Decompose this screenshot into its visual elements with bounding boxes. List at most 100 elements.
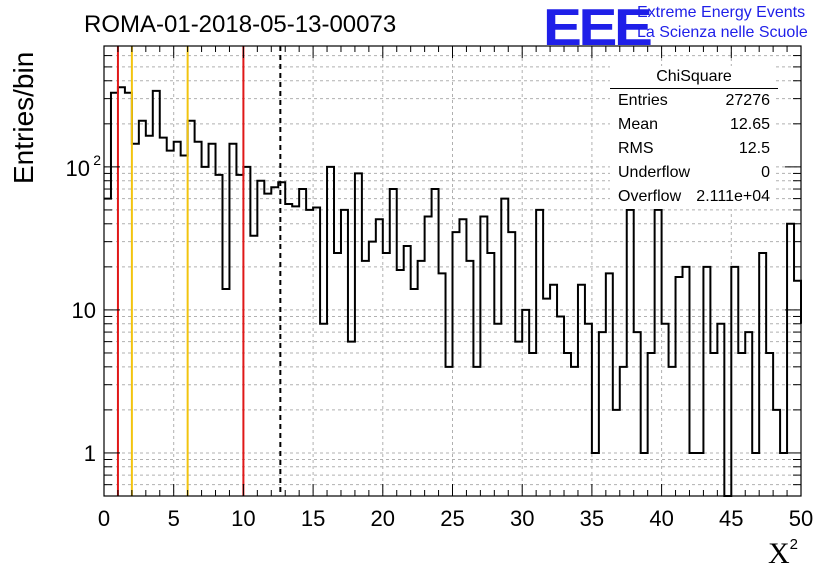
stats-value: 27276: [725, 92, 771, 109]
histogram-bin: [494, 324, 501, 496]
eee-logo: EEE: [543, 0, 653, 57]
y-tick-label: 10: [66, 156, 90, 181]
histogram-bin: [550, 285, 557, 496]
histogram-bin: [703, 267, 710, 496]
y-axis-label: Entries/bin: [8, 51, 39, 184]
histogram-bin: [362, 261, 369, 496]
histogram-bin: [696, 453, 703, 496]
axis-ticks: [103, 45, 802, 497]
histogram-bin: [766, 353, 773, 496]
histogram-bin: [390, 189, 397, 496]
histogram-bin: [446, 367, 453, 496]
stats-value: 0: [761, 164, 770, 181]
histogram-bin: [606, 273, 613, 496]
histogram-bin: [655, 210, 662, 496]
stats-value: 12.5: [738, 140, 770, 157]
stats-label: Underflow: [618, 164, 691, 181]
histogram-bin: [236, 175, 243, 496]
histogram-bin: [369, 242, 376, 496]
histogram-bin: [627, 210, 634, 496]
histogram-bin: [355, 173, 362, 496]
x-tick-label: 40: [649, 506, 673, 531]
histogram-bin: [397, 270, 404, 496]
stats-value: 12.65: [729, 116, 770, 133]
histogram-bin: [243, 167, 250, 496]
chart-title: ROMA-01-2018-05-13-00073: [84, 11, 397, 38]
x-tick-label: 10: [231, 506, 255, 531]
histogram-bin: [299, 189, 306, 496]
histogram-bin: [383, 253, 390, 496]
stats-box: ChiSquare Entries 27276 Mean 12.65 RMS 1…: [610, 66, 778, 209]
x-tick-label: 30: [510, 506, 534, 531]
histogram-bin: [620, 367, 627, 496]
brand-line-1: Extreme Energy Events: [637, 4, 806, 21]
histogram-bin: [648, 353, 655, 496]
histogram-bin: [125, 93, 132, 496]
x-tick-label: 35: [580, 506, 604, 531]
stats-row-mean: Mean 12.65: [610, 113, 776, 137]
stats-box-name: ChiSquare: [610, 66, 778, 89]
histogram-bin: [271, 187, 278, 496]
histogram-bin: [522, 310, 529, 496]
histogram-bin: [320, 324, 327, 496]
histogram-bin: [466, 261, 473, 496]
histogram-bin: [787, 224, 794, 496]
histogram-bin: [773, 410, 780, 496]
stats-value: 2.111e+04: [696, 188, 770, 205]
histogram-bin: [578, 285, 585, 496]
histogram-bin: [404, 246, 411, 496]
stats-label: Overflow: [618, 188, 682, 205]
y-tick-label-exponent: 2: [93, 152, 101, 168]
histogram-bin: [459, 219, 466, 496]
histogram-bin: [376, 219, 383, 496]
histogram-bin: [285, 204, 292, 496]
marker-lines: [116, 46, 282, 496]
histogram-bars: [104, 86, 802, 497]
histogram-bin: [669, 367, 676, 496]
histogram-bin: [146, 136, 153, 496]
histogram-bin: [564, 353, 571, 496]
histogram-bin: [292, 206, 299, 496]
histogram-bin: [327, 167, 334, 496]
histogram-bin: [529, 353, 536, 496]
histogram-bin: [592, 453, 599, 496]
histogram-bin: [139, 121, 146, 496]
histogram-bin: [181, 156, 188, 496]
histogram-bin: [167, 151, 174, 496]
histogram-bin: [341, 210, 348, 496]
stats-row-overflow: Overflow 2.111e+04: [610, 185, 776, 209]
histogram-bin: [543, 299, 550, 496]
histogram-bin: [153, 91, 160, 496]
histogram-bin: [118, 87, 125, 496]
histogram-bin: [188, 121, 195, 496]
brand-line-2: La Scienza nelle Scuole: [637, 24, 808, 41]
histogram-bin: [306, 210, 313, 496]
histogram-bin: [738, 353, 745, 496]
histogram-bin: [348, 342, 355, 496]
stats-label: Mean: [618, 116, 659, 133]
y-tick-label: 1: [84, 441, 96, 466]
histogram-bin: [264, 194, 271, 496]
histogram-bin: [585, 324, 592, 496]
histogram-bin: [278, 182, 285, 496]
histogram-bin: [780, 453, 787, 496]
histogram-bin: [759, 253, 766, 496]
histogram-bin: [515, 342, 522, 496]
histogram-bin: [411, 289, 418, 496]
histogram-bin: [229, 144, 236, 496]
histogram-bin: [717, 324, 724, 496]
stats-label: RMS: [618, 140, 654, 157]
histogram-bin: [745, 332, 752, 496]
x-tick-label: 0: [98, 506, 110, 531]
histogram-bin: [480, 216, 487, 496]
y-tick-label: 10: [72, 298, 96, 323]
histogram-bin: [222, 289, 229, 496]
histogram-bin: [508, 232, 515, 496]
histogram-bin: [453, 232, 460, 496]
histogram-bin: [487, 253, 494, 496]
histogram-bin: [432, 189, 439, 496]
x-tick-label: 50: [789, 506, 813, 531]
histogram-bin: [334, 253, 341, 496]
